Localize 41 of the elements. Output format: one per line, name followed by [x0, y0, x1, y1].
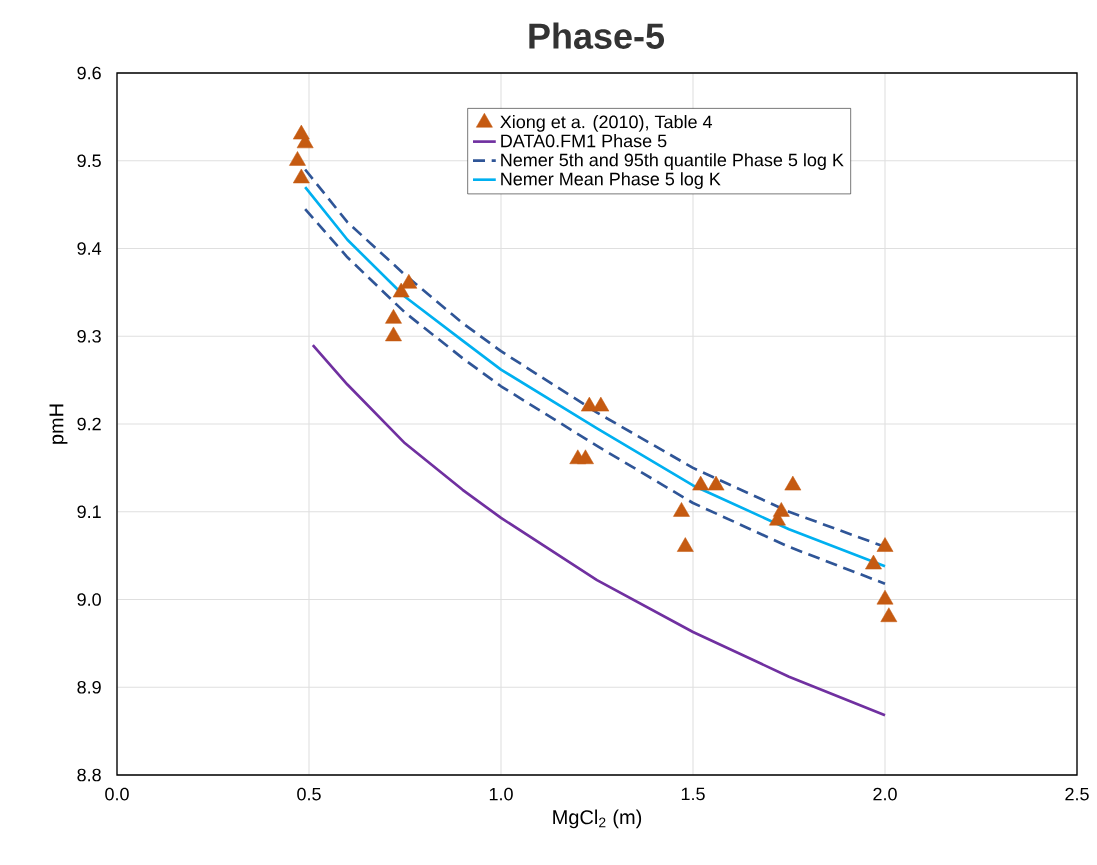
point — [692, 475, 710, 491]
point — [880, 607, 898, 622]
point — [577, 449, 594, 465]
point — [707, 475, 725, 491]
x-tick-label: 1.0 — [489, 787, 513, 801]
point — [289, 151, 306, 166]
x-tick-label: 0.0 — [105, 787, 129, 801]
point — [592, 396, 610, 412]
point — [865, 554, 882, 570]
y-tick-label: 9.1 — [77, 505, 101, 519]
y-tick-label: 9.5 — [77, 154, 101, 168]
point — [876, 589, 894, 605]
point — [292, 124, 310, 140]
point — [385, 326, 402, 342]
point — [385, 309, 402, 324]
point — [876, 537, 894, 552]
x-axis-title: MgCl$_{2}$ (m) — [553, 809, 642, 829]
y-axis-title: pmH — [49, 404, 68, 444]
y-tick-label: 9.0 — [77, 593, 101, 606]
y-tick-label: 9.4 — [77, 242, 102, 255]
y-tick-label: 9.2 — [77, 417, 101, 431]
legend-label: Xiong et a. (2010), Table 4 — [500, 115, 713, 132]
y-tick-label: 9.3 — [77, 329, 101, 343]
y-tick-label: 8.9 — [77, 680, 101, 694]
chart-title: Phase-5 — [529, 22, 665, 49]
point — [673, 502, 690, 517]
x-tick-label: 2.0 — [873, 787, 897, 801]
legend-label: Nemer 5th and 95th quantile Phase 5 log K — [501, 153, 844, 170]
point — [292, 168, 310, 184]
y-tick-label: 9.6 — [77, 66, 101, 80]
point — [400, 274, 418, 289]
legend-label: Nemer Mean Phase 5 log K — [501, 172, 721, 189]
x-tick-label: 0.5 — [297, 787, 321, 801]
point — [676, 537, 694, 552]
point — [784, 475, 802, 491]
line-series — [311, 343, 887, 717]
x-tick-label: 1.5 — [681, 787, 705, 801]
y-tick-label: 8.8 — [77, 768, 101, 782]
point — [772, 502, 790, 517]
legend-label: DATA0.FM1 Phase 5 — [501, 134, 667, 148]
x-tick-label: 2.5 — [1065, 787, 1089, 801]
